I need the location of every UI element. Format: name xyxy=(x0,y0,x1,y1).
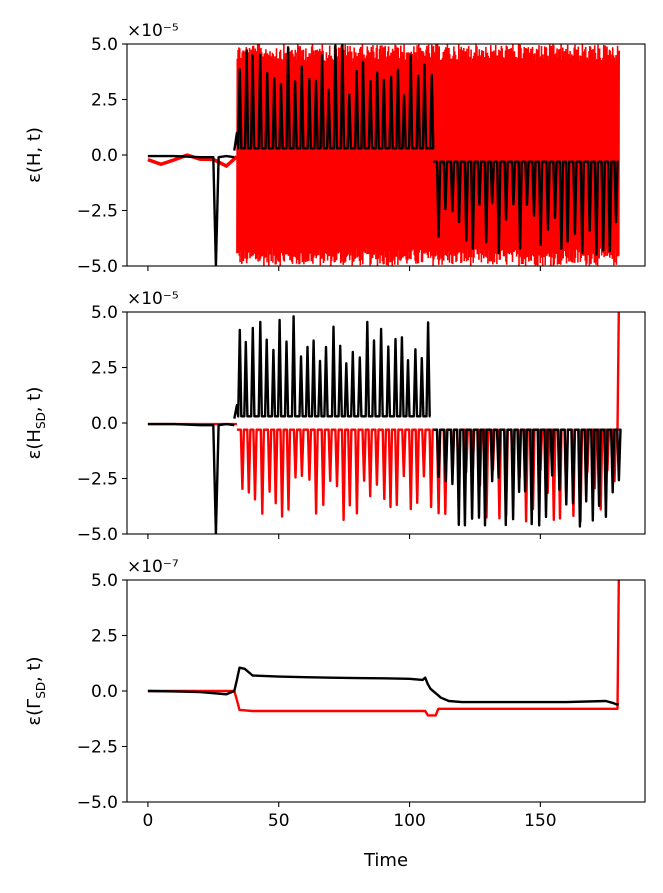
series-0-segment-2 xyxy=(432,44,620,266)
series-1-segment-2 xyxy=(433,428,622,528)
y-tick-label: 2.5 xyxy=(91,91,118,111)
y-tick-label: −5.0 xyxy=(77,257,118,277)
x-tick-label: 0 xyxy=(143,811,154,831)
y-tick-label: 5.0 xyxy=(91,303,118,323)
y-tick-label: −2.5 xyxy=(77,470,118,490)
offset-label: ×10⁻⁵ xyxy=(127,289,179,309)
series-0-segment-1 xyxy=(236,44,435,266)
panel-hamiltonian-sd-error: −5.0 −2.5 0.0 2.5 5.0 ×10⁻⁵ ε(HSD, t) xyxy=(24,289,646,545)
y-axis-label: ε(ΓSD, t) xyxy=(24,656,48,725)
series-1-segment-2 xyxy=(433,160,619,256)
series-1-segment-1 xyxy=(233,315,431,419)
x-axis-label: Time xyxy=(363,850,408,871)
panel-gamma-sd-error: −5.0 −2.5 0.0 2.5 5.0 0 50 100 150 ×10⁻⁷ ε(ΓSD, t)… xyxy=(24,557,646,871)
y-tick-label: 2.5 xyxy=(91,359,118,379)
y-axis-label: ε(H, t) xyxy=(24,127,45,183)
x-tick-label: 150 xyxy=(524,811,556,831)
offset-label: ×10⁻⁷ xyxy=(127,557,179,577)
plot-area xyxy=(147,312,622,534)
x-tick-label: 100 xyxy=(393,811,425,831)
plot-area xyxy=(147,580,620,717)
series-0-segment-1 xyxy=(236,428,434,522)
y-tick-label: 0.0 xyxy=(91,414,118,434)
y-axis-label: ε(HSD, t) xyxy=(24,387,48,460)
y-tick-label: −5.0 xyxy=(77,793,118,813)
y-tick-label: 5.0 xyxy=(91,571,118,591)
x-tick-label: 50 xyxy=(268,811,290,831)
series-line-0 xyxy=(147,580,620,717)
y-tick-label: 2.5 xyxy=(91,627,118,647)
y-tick-label: 0.0 xyxy=(91,682,118,702)
offset-label: ×10⁻⁵ xyxy=(127,21,179,41)
y-tick-label: −2.5 xyxy=(77,738,118,758)
y-tick-label: −2.5 xyxy=(77,202,118,222)
panel-energy-error: −5.0 −2.5 0.0 2.5 5.0 ×10⁻⁵ ε(H, t) xyxy=(24,21,646,277)
series-line-1 xyxy=(147,666,619,706)
series-1-segment-0 xyxy=(147,154,235,266)
y-tick-label: 0.0 xyxy=(91,146,118,166)
series-0-segment-3 xyxy=(616,312,620,430)
series-1-segment-1 xyxy=(233,44,435,151)
y-tick-label: 5.0 xyxy=(91,35,118,55)
plot-area xyxy=(147,44,620,266)
series-1-segment-0 xyxy=(147,422,235,534)
y-tick-label: −5.0 xyxy=(77,525,118,545)
